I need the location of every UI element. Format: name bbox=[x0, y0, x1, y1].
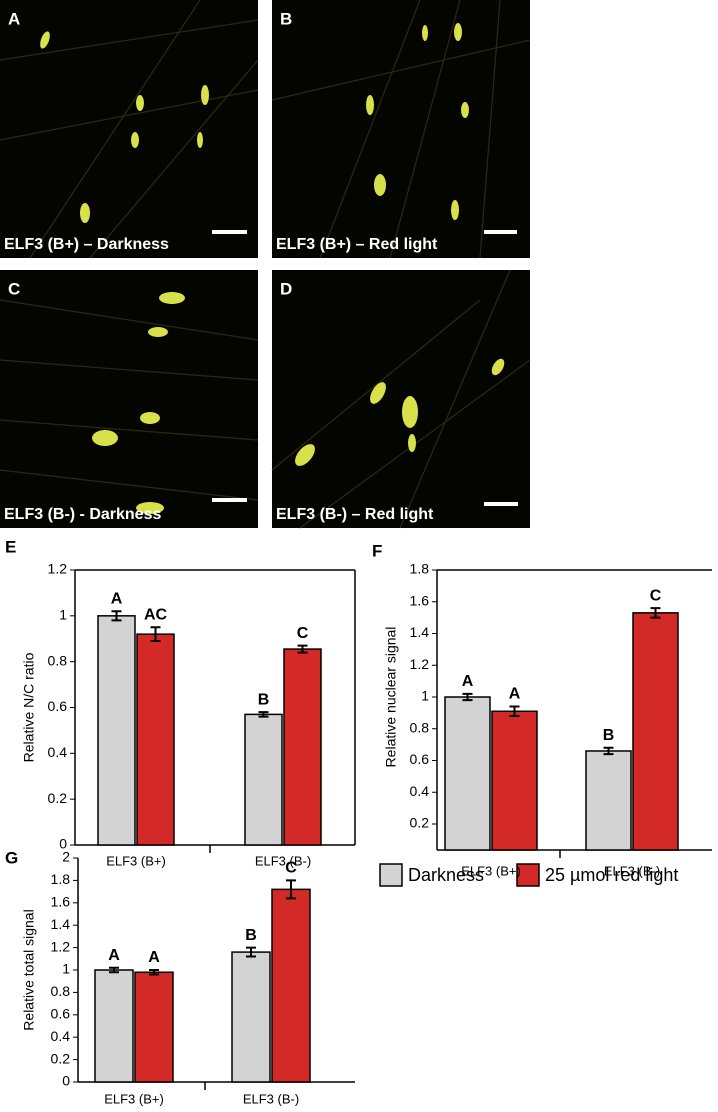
x-tick-label: ELF3 (B+) bbox=[106, 853, 166, 868]
significance-letter: AC bbox=[144, 607, 168, 624]
significance-letter: C bbox=[650, 587, 662, 604]
y-tick-label: 0.4 bbox=[51, 1028, 71, 1044]
y-tick-label: 1.2 bbox=[48, 561, 68, 577]
significance-letter: C bbox=[285, 860, 297, 877]
bar bbox=[491, 710, 538, 851]
legend-swatch bbox=[379, 863, 403, 887]
panel-caption: ELF3 (B+) – Darkness bbox=[4, 236, 169, 253]
significance-letter: A bbox=[462, 673, 474, 690]
bar bbox=[97, 615, 136, 846]
y-tick-label: 1.6 bbox=[51, 894, 71, 910]
y-tick-label: 0.4 bbox=[48, 744, 68, 760]
panel-letter: B bbox=[280, 9, 292, 28]
micrograph-d bbox=[271, 269, 531, 529]
y-axis-label: Relative total signal bbox=[21, 909, 37, 1030]
x-tick-label: ELF3 (B+) bbox=[461, 863, 521, 878]
y-axis-label: Relative nuclear signal bbox=[383, 627, 399, 768]
panel-letter: E bbox=[5, 537, 16, 556]
micrograph-b bbox=[271, 0, 531, 259]
significance-letter: B bbox=[603, 727, 615, 744]
y-tick-label: 1.4 bbox=[410, 624, 430, 640]
y-tick-label: 0.8 bbox=[410, 719, 430, 735]
error-bar bbox=[150, 626, 161, 643]
bar bbox=[134, 971, 174, 1083]
y-tick-label: 0.6 bbox=[51, 1006, 71, 1022]
error-bar bbox=[258, 711, 269, 718]
significance-letter: A bbox=[111, 590, 123, 607]
y-tick-label: 1.6 bbox=[410, 592, 430, 608]
y-tick-label: 2 bbox=[62, 849, 70, 865]
panel-caption: ELF3 (B+) – Red light bbox=[276, 236, 438, 253]
bar bbox=[231, 951, 271, 1083]
bar bbox=[136, 633, 175, 846]
significance-letter: A bbox=[509, 686, 521, 703]
panel-letter: G bbox=[5, 848, 18, 867]
y-tick-label: 0.4 bbox=[410, 783, 430, 799]
error-bar bbox=[297, 644, 308, 654]
bar bbox=[271, 888, 311, 1083]
y-tick-label: 0.6 bbox=[48, 698, 68, 714]
x-tick-label: ELF3 (B+) bbox=[104, 1091, 164, 1106]
x-tick-label: ELF3 (B-) bbox=[255, 853, 311, 868]
y-tick-label: 1 bbox=[59, 607, 67, 623]
bar bbox=[444, 696, 491, 851]
legend-label: Darkness bbox=[408, 865, 484, 885]
error-bar bbox=[109, 966, 119, 974]
error-bar bbox=[246, 946, 256, 958]
error-bar bbox=[462, 692, 473, 702]
legend-swatch bbox=[516, 863, 540, 887]
y-tick-label: 1 bbox=[62, 961, 70, 977]
y-tick-label: 1.8 bbox=[410, 561, 430, 577]
x-tick-label: ELF3 (B-) bbox=[243, 1091, 299, 1106]
y-tick-label: 0.2 bbox=[410, 815, 430, 831]
bar bbox=[283, 648, 322, 846]
y-tick-label: 0.2 bbox=[51, 1050, 71, 1066]
micrograph-a bbox=[0, 0, 259, 259]
panel-caption: ELF3 (B-) – Red light bbox=[276, 506, 434, 523]
y-tick-label: 0.8 bbox=[51, 983, 71, 999]
significance-letter: A bbox=[148, 949, 160, 966]
panel-letter: A bbox=[8, 9, 20, 28]
chart: F Relative nuclear signal 0.2 0.4 0.6 0.8 1 1.2… bbox=[372, 541, 712, 878]
significance-letter: C bbox=[297, 625, 309, 642]
y-tick-label: 1.2 bbox=[51, 938, 71, 954]
bar bbox=[244, 713, 283, 846]
chart: G Relative total signal 0 0.2 0.4 0.6 0.8 1 1.2 1… bbox=[5, 848, 355, 1106]
y-axis-label: Relative N/C ratio bbox=[21, 652, 37, 762]
y-tick-label: 0.6 bbox=[410, 751, 430, 767]
y-tick-label: 0.2 bbox=[48, 790, 68, 806]
error-bar bbox=[286, 879, 296, 900]
y-tick-label: 1.8 bbox=[51, 871, 71, 887]
panel-letter: C bbox=[8, 279, 20, 298]
y-tick-label: 1 bbox=[421, 688, 429, 704]
y-tick-label: 1.2 bbox=[410, 656, 430, 672]
bar bbox=[585, 750, 632, 851]
y-tick-label: 0.8 bbox=[48, 652, 68, 668]
chart: E Relative N/C ratio 0 0.2 0.4 0.6 0.8 1 1.2 ELF3… bbox=[5, 537, 356, 868]
bar bbox=[632, 612, 679, 851]
legend: Darkness 25 µmol red light bbox=[379, 863, 678, 887]
significance-letter: B bbox=[258, 691, 270, 708]
error-bar bbox=[111, 610, 122, 622]
micrograph-c bbox=[0, 270, 259, 528]
error-bar bbox=[149, 969, 159, 976]
x-tick-label: ELF3 (B-) bbox=[604, 863, 660, 878]
error-bar bbox=[509, 705, 520, 718]
legend-label: 25 µmol red light bbox=[545, 865, 678, 885]
y-tick-label: 1.4 bbox=[51, 916, 71, 932]
error-bar bbox=[650, 607, 661, 619]
y-tick-label: 0 bbox=[62, 1073, 70, 1089]
y-tick-label: 0 bbox=[59, 836, 67, 852]
panel-letter: D bbox=[280, 279, 292, 298]
significance-letter: A bbox=[108, 947, 120, 964]
error-bar bbox=[603, 746, 614, 756]
bar bbox=[94, 969, 134, 1083]
panel-caption: ELF3 (B-) - Darkness bbox=[4, 506, 161, 523]
significance-letter: B bbox=[245, 927, 257, 944]
panel-letter: F bbox=[372, 541, 382, 560]
